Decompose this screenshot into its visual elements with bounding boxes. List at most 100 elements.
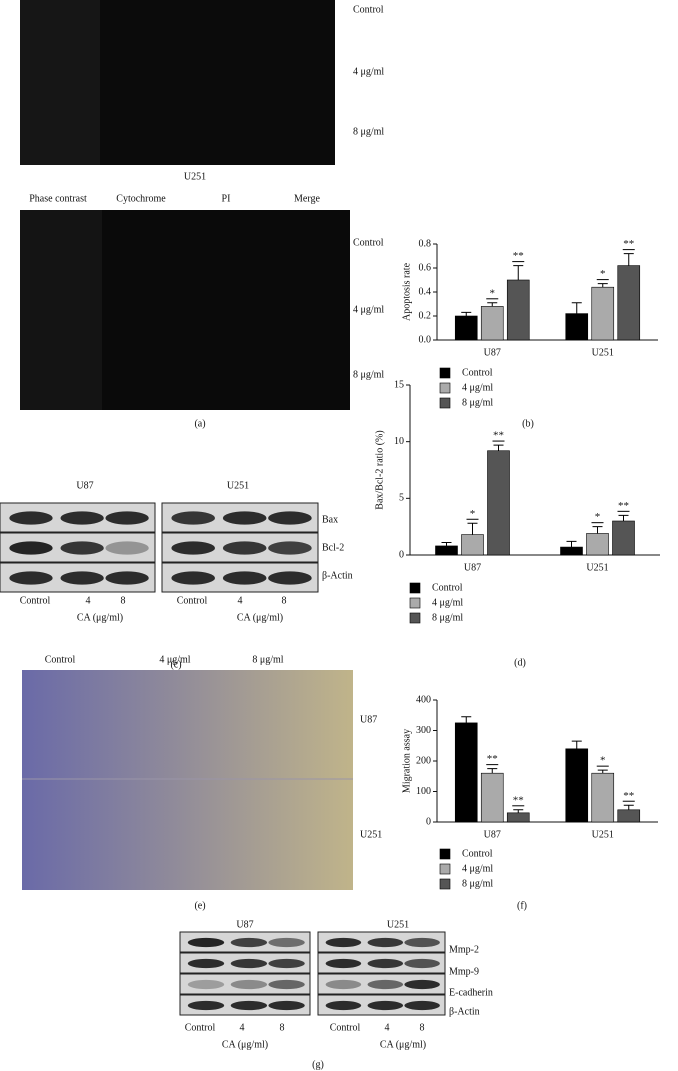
dose-label: Control <box>20 595 51 606</box>
bar <box>565 748 589 823</box>
bar <box>612 520 635 556</box>
blot-band <box>9 511 53 525</box>
bar <box>565 313 589 341</box>
row-label: U87 <box>360 714 377 725</box>
x-tick-label: U87 <box>484 829 501 840</box>
dose-label: 8 <box>420 1022 425 1033</box>
blot-band <box>105 541 149 555</box>
blot-band <box>325 979 362 990</box>
protein-label: β-Actin <box>449 1006 480 1017</box>
cell-line: U87 <box>236 919 253 930</box>
blot-band <box>268 937 305 948</box>
migration-image <box>22 670 353 890</box>
blot-band <box>230 1000 268 1011</box>
blot-band <box>325 958 362 969</box>
error-bar <box>513 265 524 280</box>
bar <box>480 772 504 823</box>
legend-label: 8 μg/ml <box>432 612 463 623</box>
error-bar <box>441 542 452 546</box>
protein-label: Mmp-9 <box>449 966 479 977</box>
x-tick-label: U251 <box>592 829 614 840</box>
blot-band <box>105 571 149 585</box>
error-bar <box>597 283 608 288</box>
column-label: Control <box>45 654 76 665</box>
axis-label: CA (μg/ml) <box>77 612 123 623</box>
error-bar <box>467 522 478 535</box>
y-tick-label: 0.8 <box>419 238 432 249</box>
blot-band <box>325 1000 362 1011</box>
y-axis-label: Apoptosis rate <box>401 262 412 321</box>
x-tick-label: U251 <box>586 562 608 573</box>
legend-swatch <box>409 612 421 624</box>
panel-label: (f) <box>517 900 527 911</box>
blot-strip <box>179 973 311 995</box>
legend-label: Control <box>462 367 493 378</box>
y-tick-label: 400 <box>416 694 431 705</box>
cell-line: U251 <box>387 919 409 930</box>
legend-swatch <box>439 848 451 860</box>
bar <box>617 809 641 823</box>
y-tick-label: 0.6 <box>419 262 432 273</box>
blot-band <box>404 937 440 948</box>
blot-band <box>60 511 104 525</box>
panel-label: (b) <box>522 418 534 429</box>
row-label: 8 μg/ml <box>353 126 384 137</box>
protein-label: Mmp-2 <box>449 944 479 955</box>
blot-band <box>105 511 149 525</box>
row-label: Control <box>353 4 384 15</box>
blot-band <box>187 979 225 990</box>
blot-band <box>60 541 104 555</box>
blot-band <box>230 979 268 990</box>
legend-swatch <box>439 397 451 409</box>
panel-label: (a) <box>194 418 205 429</box>
error-bar <box>618 514 629 521</box>
significance: ** <box>623 790 634 802</box>
y-tick-label: 5 <box>399 493 404 504</box>
error-bar <box>623 253 634 266</box>
y-tick-label: 0.2 <box>419 310 432 321</box>
dose-label: 4 <box>240 1022 245 1033</box>
legend-label: 4 μg/ml <box>462 863 493 874</box>
error-bar <box>461 716 472 723</box>
bar <box>454 722 478 823</box>
blot-band <box>404 1000 440 1011</box>
y-tick-label: 200 <box>416 755 431 766</box>
blot-band <box>268 1000 305 1011</box>
blot-band <box>9 541 53 555</box>
column-label: Phase contrast <box>29 193 87 204</box>
column-label: Merge <box>294 193 320 204</box>
blot-band <box>367 979 404 990</box>
cell-line: U251 <box>184 171 206 182</box>
dose-label: Control <box>177 595 208 606</box>
bar <box>617 265 641 341</box>
legend-swatch <box>409 582 421 594</box>
error-bar <box>513 809 524 813</box>
blot-band <box>230 937 268 948</box>
micrograph-phase <box>20 210 102 410</box>
error-bar <box>592 526 603 534</box>
blot-band <box>230 958 268 969</box>
legend-swatch <box>439 863 451 875</box>
blot-band <box>268 511 312 525</box>
y-tick-label: 300 <box>416 725 431 736</box>
axis-label: CA (μg/ml) <box>380 1039 426 1050</box>
blot-band <box>187 958 225 969</box>
blot-band <box>367 1000 404 1011</box>
error-bar <box>461 311 472 316</box>
error-bar <box>571 740 582 749</box>
y-tick-label: 15 <box>394 379 404 390</box>
significance: ** <box>618 500 629 512</box>
blot-band <box>268 541 312 555</box>
y-tick-label: 0.4 <box>419 286 432 297</box>
y-axis-label: Bax/Bcl-2 ratio (%) <box>374 430 385 509</box>
micrograph-phase <box>20 0 100 165</box>
bar <box>487 450 510 556</box>
error-bar <box>493 444 504 451</box>
y-tick-label: 0 <box>399 549 404 560</box>
error-bar <box>566 540 577 548</box>
row-label: U251 <box>360 829 382 840</box>
significance: * <box>595 511 601 523</box>
bar <box>454 315 478 341</box>
